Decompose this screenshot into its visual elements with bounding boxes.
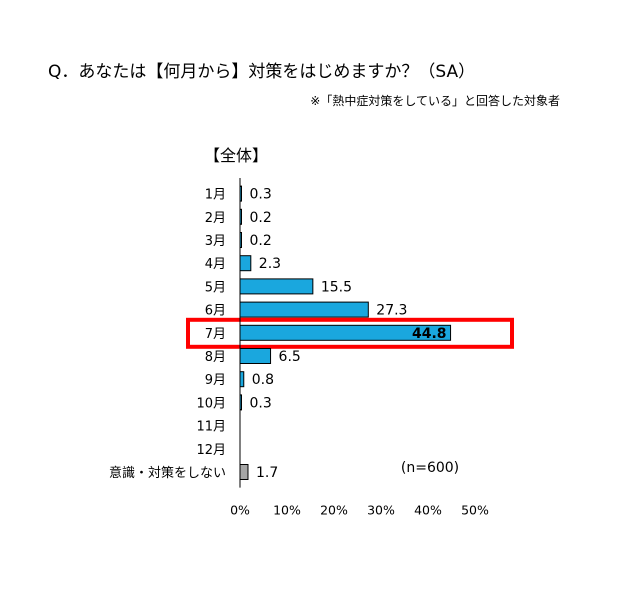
value-label: 27.3: [376, 303, 407, 319]
bar: [239, 371, 245, 388]
category-label: 意識・対策をしない: [109, 465, 226, 481]
category-label: 8月: [205, 350, 226, 365]
category-label: 1月: [205, 188, 226, 203]
category-label: 9月: [205, 373, 226, 388]
category-label: 3月: [205, 234, 226, 249]
bar: [239, 301, 369, 318]
value-label: 0.2: [250, 233, 272, 249]
value-label: 0.3: [250, 395, 272, 411]
value-label: 44.8: [412, 326, 447, 342]
question-title: Q．あなたは【何月から】対策をはじめますか？（SA）: [48, 62, 476, 82]
x-tick-label: 0%: [230, 503, 250, 518]
value-label: 0.8: [252, 372, 274, 388]
respondent-note: ※「熱中症対策をしている」と回答した対象者: [310, 94, 560, 108]
x-tick-label: 30%: [367, 503, 395, 518]
x-tick-label: 50%: [461, 503, 489, 518]
value-label: 1.7: [256, 465, 278, 481]
value-label: 0.2: [250, 210, 272, 226]
x-tick-label: 20%: [320, 503, 348, 518]
bar: [239, 278, 314, 295]
category-label: 4月: [205, 257, 226, 272]
category-label: 2月: [205, 211, 226, 226]
bar: [239, 348, 272, 364]
bar: [239, 464, 249, 480]
category-label: 6月: [205, 304, 226, 319]
category-label: 5月: [205, 280, 226, 295]
bar: [239, 255, 252, 272]
category-label: 10月: [196, 396, 226, 411]
chart-title: 【全体】: [203, 146, 268, 165]
sample-size-label: (n=600): [401, 460, 459, 476]
value-label: 15.5: [321, 279, 352, 295]
value-label: 0.3: [250, 187, 272, 203]
x-tick-label: 10%: [273, 503, 301, 518]
x-tick-label: 40%: [414, 503, 442, 518]
category-label: 7月: [205, 327, 226, 342]
category-label: 12月: [196, 443, 226, 458]
highlight-box: [186, 317, 514, 349]
category-label: 11月: [196, 420, 226, 435]
value-label: 6.5: [279, 349, 301, 365]
value-label: 2.3: [259, 256, 281, 272]
